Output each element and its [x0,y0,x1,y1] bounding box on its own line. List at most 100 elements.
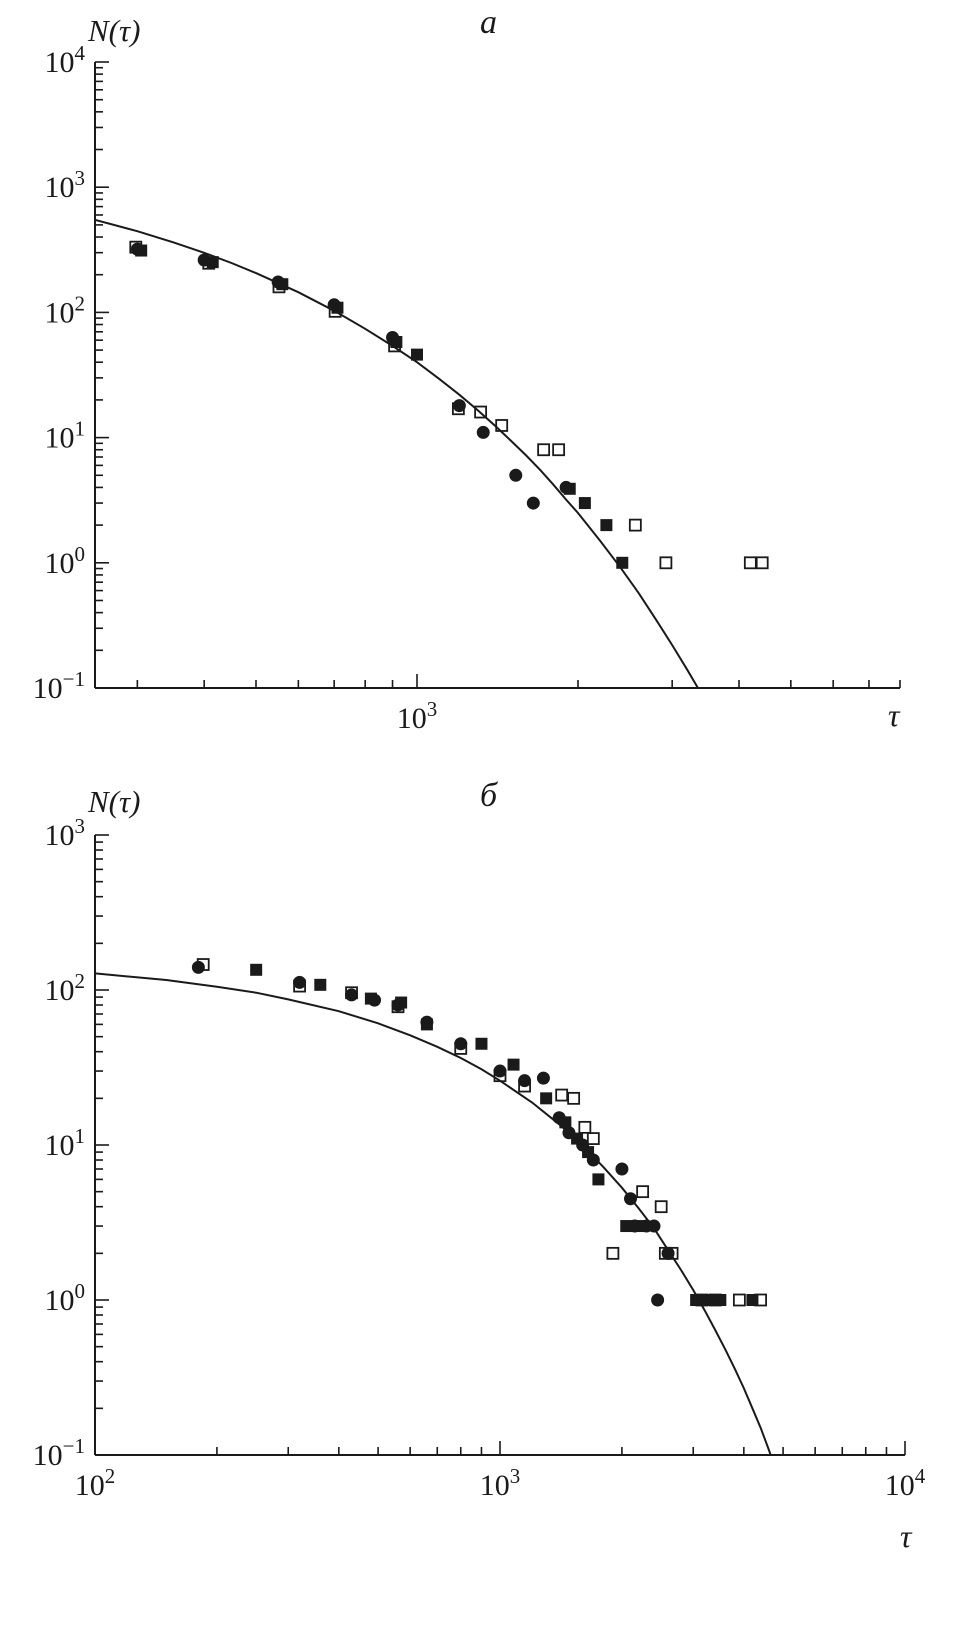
data-point-open-square [202,256,216,270]
data-point-filled-square [206,256,219,269]
data-point-open-square [196,958,210,971]
data-point-open-square [606,1246,620,1260]
data-point-filled-square [540,1092,553,1105]
data-point-open-square [654,1200,668,1214]
data-point-circle [536,1071,550,1085]
data-point-filled-square [507,1058,520,1071]
chart-b-y-axis-label: N(τ) [88,784,141,819]
data-point-filled-square [250,963,263,976]
data-point-circle [661,1246,675,1260]
data-point-circle [651,1293,665,1307]
y-tick-label: 10−1 [33,1434,85,1472]
data-point-open-square [754,1293,767,1307]
y-tick-label: 101 [45,417,86,455]
series-filled-circles [130,242,573,510]
data-point-open-square [578,1120,592,1134]
data-point-filled-square [276,278,289,291]
data-point-filled-square [559,1116,572,1129]
chart-b-container: 103 102 101 100 10−1 102 103 104 б N(τ) τ [0,775,977,1647]
data-point-open-square [552,443,566,457]
data-point-open-square [537,443,551,457]
chart-a-y-axis-label: N(τ) [88,13,141,48]
data-point-filled-square [620,1220,633,1233]
data-point-open-square [755,556,769,570]
axes [94,835,905,1456]
y-tick-label: 104 [45,41,86,79]
data-point-circle [509,468,523,482]
data-point-circle [647,1219,661,1233]
data-point-open-square [708,1293,722,1307]
data-point-filled-square [571,1132,584,1145]
y-tick-label: 103 [45,166,86,204]
data-point-filled-square [636,1220,649,1233]
data-point-circle [526,496,540,510]
data-point-filled-square [395,996,408,1009]
y-tick-label: 101 [45,1124,86,1162]
y-tick-label: 103 [45,814,86,852]
data-point-filled-square [746,1294,759,1306]
data-point-open-square [628,518,642,532]
data-point-open-square [474,405,488,419]
chart-a-plot: 104 103 102 101 100 10−1 103 [33,41,901,735]
chart-b-x-axis-label: τ [900,1518,912,1554]
y-tick-label: 102 [45,969,86,1007]
ticks [95,61,901,689]
data-point-filled-square [411,348,423,361]
series-open-squares [196,958,767,1307]
data-point-open-square [451,402,465,416]
data-point-open-square [567,1091,581,1105]
chart-b-title: б [479,777,498,814]
data-point-open-square [493,1069,507,1083]
x-tick-label: 102 [75,1464,116,1502]
data-point-open-square [665,1246,679,1260]
data-point-circle [476,425,490,439]
data-point-filled-square [578,497,591,510]
tick-labels: 104 103 102 101 100 10−1 103 [33,41,438,735]
data-point-filled-square [616,556,629,569]
data-point-circle [345,988,359,1002]
data-point-open-square [454,1041,468,1055]
data-point-open-square [636,1185,650,1199]
data-point-filled-square [420,1018,433,1031]
data-point-open-square [586,1132,600,1145]
chart-a-container: 104 103 102 101 100 10−1 103 a N(τ) τ [0,0,977,775]
axes [94,62,900,689]
chart-a-title: a [480,4,497,41]
x-tick-label: 103 [480,1464,521,1502]
chart-a-x-axis-label: τ [888,697,900,733]
data-point-open-square [345,986,358,1000]
data-point-open-square [388,339,401,353]
data-point-filled-square [331,301,344,314]
series-open-squares [129,240,769,570]
data-point-filled-square [563,482,576,495]
data-point-open-square [328,304,342,318]
series-filled-squares [250,963,759,1306]
series-filled-circles [191,960,675,1307]
data-point-open-square [391,1000,405,1014]
data-point-circle [615,1162,629,1176]
data-point-circle [293,975,307,989]
data-point-open-square [555,1088,569,1102]
y-tick-label: 10−1 [33,667,85,705]
x-tick-label: 104 [885,1464,926,1502]
data-point-open-square [743,556,757,570]
data-point-open-square [495,419,509,432]
data-point-filled-square [582,1146,595,1159]
data-point-open-square [293,979,306,993]
fit-curve [95,972,772,1455]
data-point-open-square [272,280,286,294]
data-point-open-square [518,1079,531,1093]
data-point-circle [623,1192,637,1206]
data-point-open-square [659,556,673,570]
fit-curve [95,218,700,688]
y-tick-label: 100 [45,1279,86,1317]
data-point-filled-square [475,1037,488,1050]
y-tick-label: 100 [45,542,86,580]
data-point-filled-square [364,992,377,1005]
data-point-filled-square [314,978,327,991]
data-point-open-square [129,240,143,254]
data-point-open-square [695,1293,709,1307]
